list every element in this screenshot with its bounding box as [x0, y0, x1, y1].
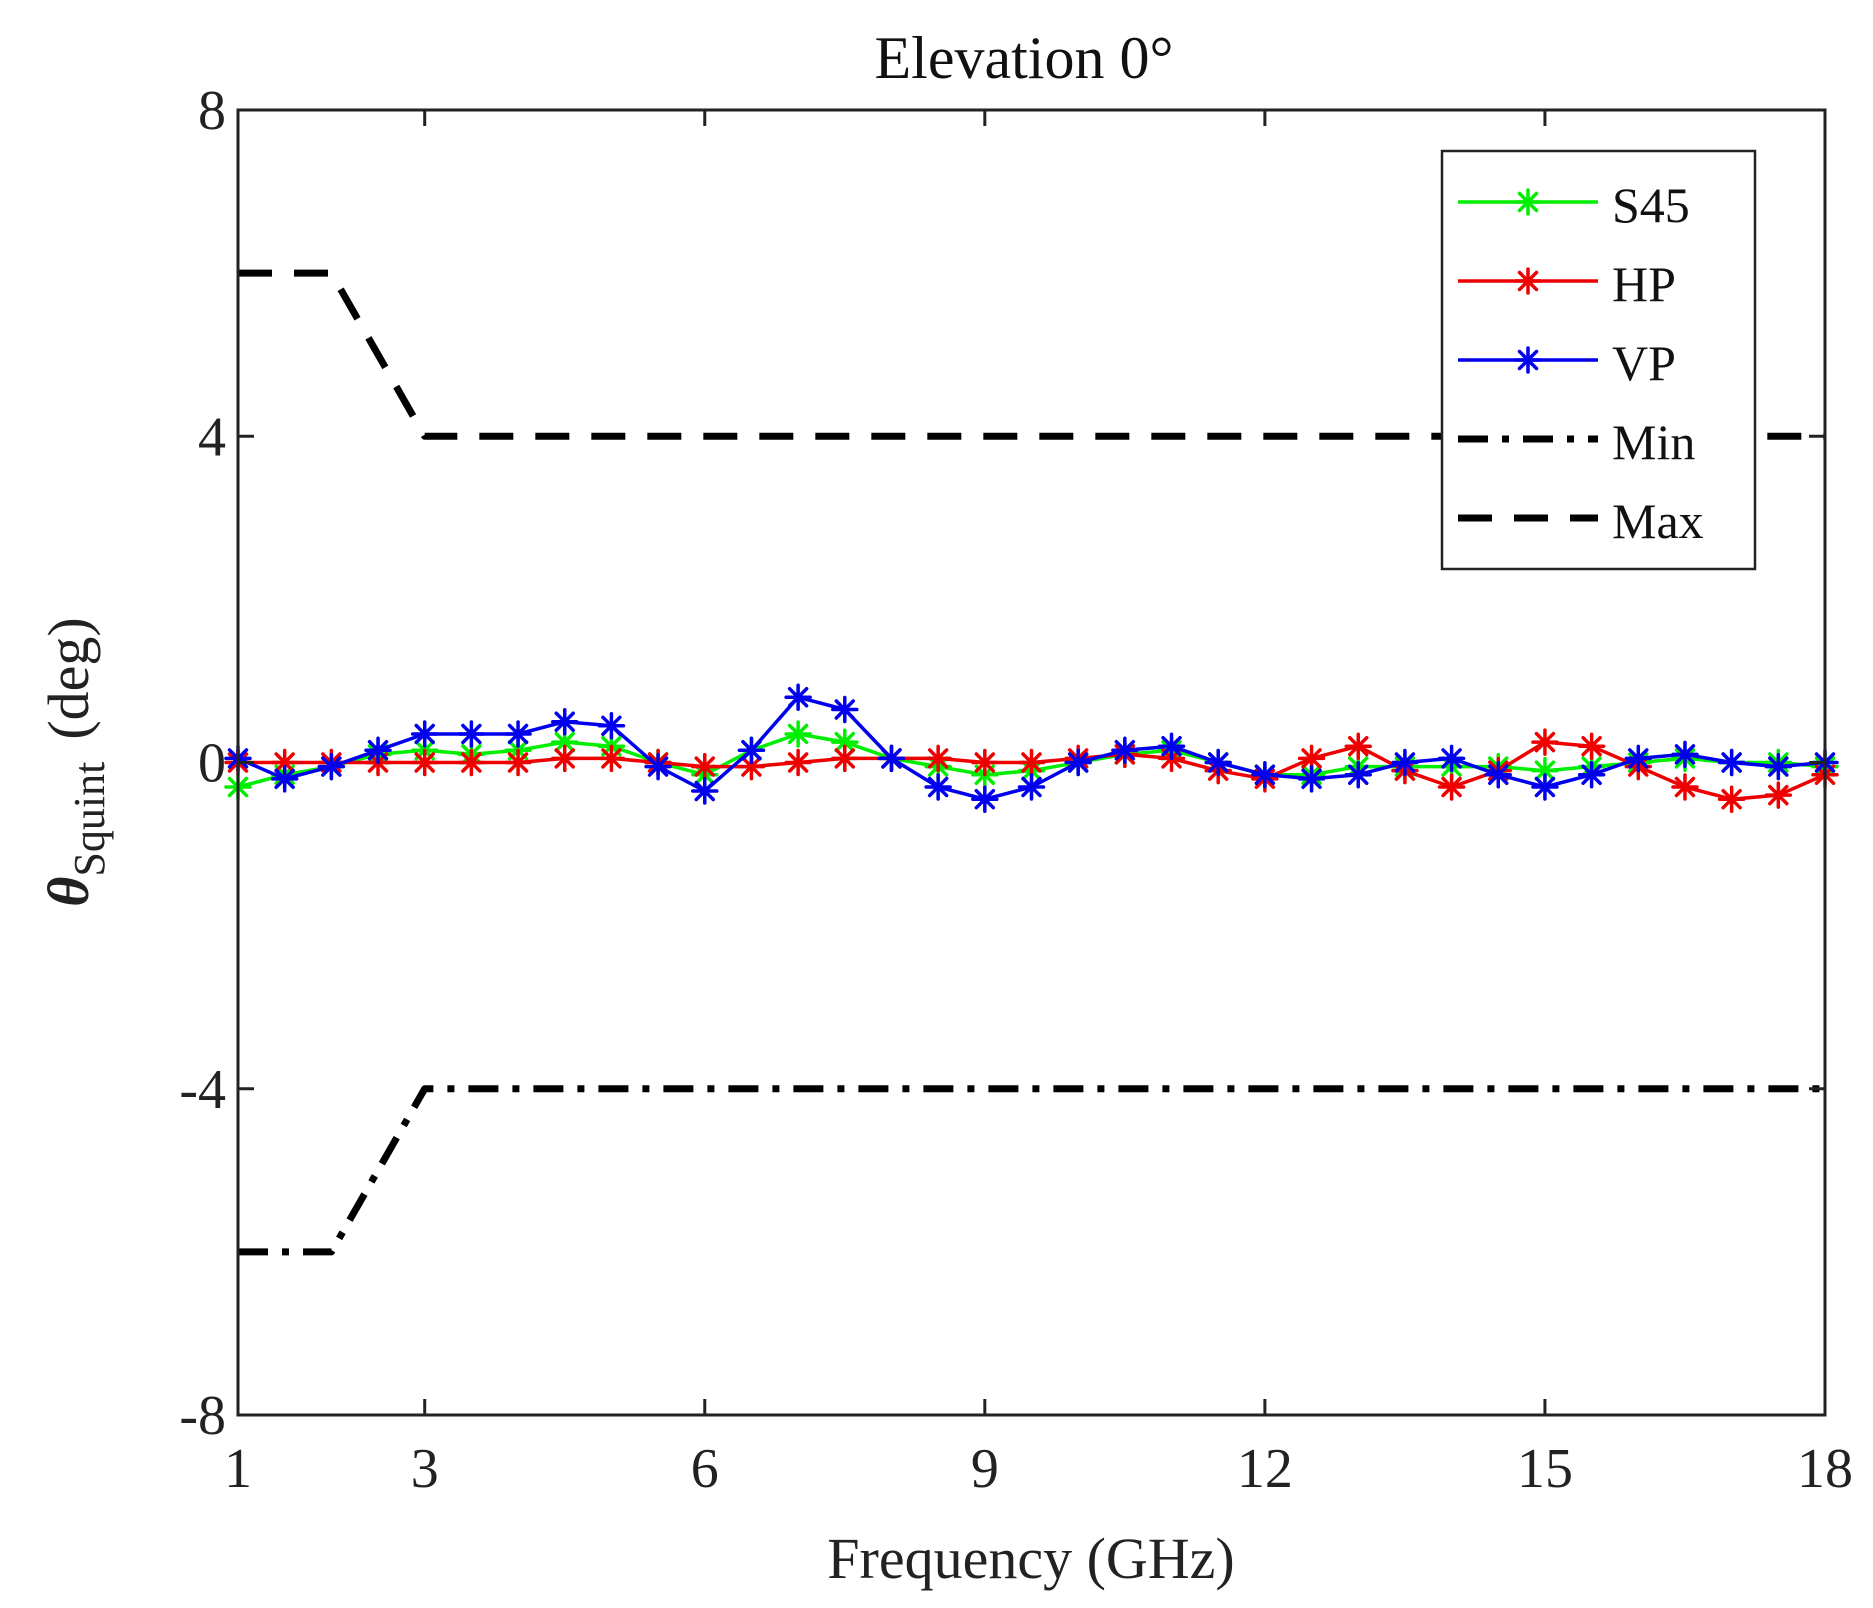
- data-point-vp: [1531, 773, 1559, 801]
- data-point-hp: [1017, 748, 1046, 777]
- data-point-vp: [1204, 748, 1232, 777]
- data-point-vp: [1344, 760, 1372, 789]
- data-point-hp: [1577, 732, 1606, 760]
- legend-label-max: Max: [1612, 493, 1704, 549]
- data-point-vp: [644, 752, 672, 781]
- legend-samples: [1458, 188, 1598, 522]
- series-line-max: [238, 269, 1825, 440]
- legend-label-hp: HP: [1612, 256, 1676, 312]
- data-point-vp: [1251, 760, 1279, 789]
- x-tick-label: 15: [1517, 1438, 1573, 1500]
- data-point-hp: [1764, 781, 1793, 809]
- data-point-vp: [410, 720, 439, 748]
- data-point-hp: [1437, 773, 1466, 801]
- data-point-hp: [550, 744, 579, 773]
- y-axis-label-subscript: Squint: [65, 762, 114, 877]
- data-point-vp: [457, 720, 486, 748]
- x-tick-label: 12: [1237, 1438, 1293, 1500]
- x-tick-label: 9: [971, 1438, 999, 1500]
- data-point-vp: [1671, 740, 1699, 769]
- chart-title: Elevation 0°: [875, 25, 1174, 91]
- legend-marker-hp: [1514, 267, 1542, 295]
- data-point-vp: [737, 736, 766, 765]
- x-tick-labels: 1 3 6 9 12 15 18: [224, 1438, 1853, 1500]
- data-point-s45: [831, 728, 859, 756]
- x-tick-label: 6: [691, 1438, 719, 1500]
- legend-label-vp: VP: [1612, 335, 1676, 391]
- data-point-vp: [971, 785, 999, 813]
- x-axis-label: Frequency (GHz): [827, 1526, 1234, 1591]
- x-tick-label: 1: [224, 1438, 252, 1500]
- y-tick-labels: -8 -4 0 4 8: [179, 80, 226, 1447]
- data-point-vp: [1017, 773, 1046, 801]
- y-axis-label: θSquint (deg): [36, 617, 114, 906]
- data-point-vp: [1624, 744, 1653, 773]
- data-point-vp: [1391, 748, 1419, 777]
- y-tick-label: -8: [179, 1385, 226, 1447]
- data-point-vp: [317, 752, 346, 781]
- plot-frame: [236, 108, 1827, 1417]
- data-point-hp: [1344, 732, 1372, 760]
- data-point-vp: [504, 720, 532, 748]
- y-tick-label: -4: [179, 1059, 226, 1121]
- data-point-hp: [1671, 773, 1699, 801]
- y-tick-label: 8: [198, 80, 226, 142]
- data-point-hp: [924, 744, 952, 773]
- data-point-vp: [924, 773, 952, 801]
- legend-marker-s45: [1514, 188, 1542, 216]
- data-point-vp: [1764, 752, 1793, 781]
- data-point-hp: [691, 752, 719, 781]
- data-point-hp: [1531, 728, 1559, 756]
- y-tick-label: 0: [198, 733, 226, 795]
- data-point-vp: [784, 683, 812, 711]
- data-point-hp: [597, 744, 626, 773]
- legend: S45 HP VP Min Max: [1440, 149, 1757, 571]
- data-point-hp: [1297, 744, 1326, 773]
- data-point-hp: [410, 748, 439, 777]
- x-tick-label: 18: [1797, 1438, 1853, 1500]
- data-point-s45: [784, 720, 812, 748]
- data-point-vp: [1577, 760, 1606, 789]
- x-tick-label: 3: [411, 1438, 439, 1500]
- data-point-vp: [877, 744, 906, 773]
- legend-label-min: Min: [1612, 414, 1695, 470]
- data-point-hp: [457, 748, 486, 777]
- data-point-vp: [1484, 760, 1513, 789]
- y-axis-label-text: θSquint (deg): [36, 617, 114, 906]
- y-axis-label-unit: (deg): [36, 617, 101, 739]
- data-point-vp: [1111, 736, 1139, 765]
- data-point-vp: [1157, 732, 1186, 760]
- legend-marker-vp: [1514, 346, 1542, 374]
- data-point-vp: [1717, 748, 1746, 777]
- data-point-vp: [364, 736, 392, 765]
- data-point-vp: [1437, 744, 1466, 773]
- data-point-vp: [550, 707, 579, 736]
- y-axis-label-symbol: θ: [36, 877, 101, 907]
- data-point-vp: [691, 777, 719, 805]
- data-point-hp: [831, 744, 859, 773]
- data-point-hp: [971, 748, 999, 777]
- data-point-hp: [784, 748, 812, 777]
- series-line-min: [238, 1085, 1825, 1256]
- data-point-hp: [270, 748, 299, 777]
- data-point-vp: [1297, 765, 1326, 793]
- data-point-vp: [1064, 748, 1092, 777]
- legend-label-s45: S45: [1612, 177, 1690, 233]
- y-tick-label: 4: [198, 406, 226, 468]
- data-point-vp: [270, 765, 299, 793]
- data-point-vp: [597, 712, 626, 740]
- data-point-hp: [1717, 785, 1746, 813]
- data-point-vp: [831, 695, 859, 724]
- data-point-hp: [504, 748, 532, 777]
